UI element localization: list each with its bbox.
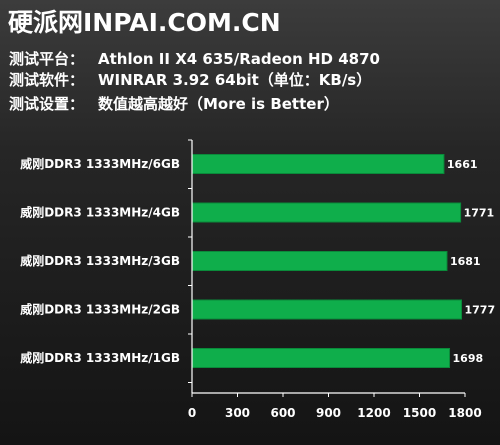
test-settings-label: 测试设置： xyxy=(9,95,85,113)
test-platform-label: 测试平台： xyxy=(9,50,85,68)
x-tick-label: 1800 xyxy=(448,406,481,420)
category-label: 威刚DDR3 1333MHz/6GB xyxy=(20,156,180,171)
bar xyxy=(191,348,451,368)
test-software-line: 测试软件： WINRAR 3.92 64bit（单位：KB/s） xyxy=(9,69,371,90)
test-settings-value: 数值越高越好（More is Better） xyxy=(98,95,339,113)
category-label: 威刚DDR3 1333MHz/1GB xyxy=(20,350,180,365)
category-label: 威刚DDR3 1333MHz/3GB xyxy=(20,253,180,268)
bar xyxy=(191,299,463,320)
test-software-label: 测试软件： xyxy=(9,71,85,89)
value-label: 1771 xyxy=(464,207,495,220)
x-tick-label: 900 xyxy=(316,406,341,420)
test-software-value: WINRAR 3.92 64bit（单位：KB/s） xyxy=(98,71,372,89)
bar xyxy=(191,202,462,223)
x-tick-label: 600 xyxy=(270,406,295,420)
category-label: 威刚DDR3 1333MHz/2GB xyxy=(20,302,180,317)
category-label: 威刚DDR3 1333MHz/4GB xyxy=(20,205,180,220)
bar xyxy=(191,154,445,174)
value-label: 1681 xyxy=(450,255,481,268)
x-tick-label: 300 xyxy=(225,406,250,420)
value-label: 1777 xyxy=(465,304,496,317)
x-tick-label: 1500 xyxy=(403,406,436,420)
test-platform-line: 测试平台： Athlon II X4 635/Radeon HD 4870 xyxy=(9,48,380,69)
bar xyxy=(191,251,448,271)
test-settings-line: 测试设置： 数值越高越好（More is Better） xyxy=(9,93,339,114)
x-tick-label: 1200 xyxy=(357,406,390,420)
x-tick-label: 0 xyxy=(188,406,196,420)
value-label: 1661 xyxy=(447,158,478,171)
value-label: 1698 xyxy=(453,352,484,365)
test-platform-value: Athlon II X4 635/Radeon HD 4870 xyxy=(98,50,380,68)
site-title: 硬派网INPAI.COM.CN xyxy=(8,8,281,37)
